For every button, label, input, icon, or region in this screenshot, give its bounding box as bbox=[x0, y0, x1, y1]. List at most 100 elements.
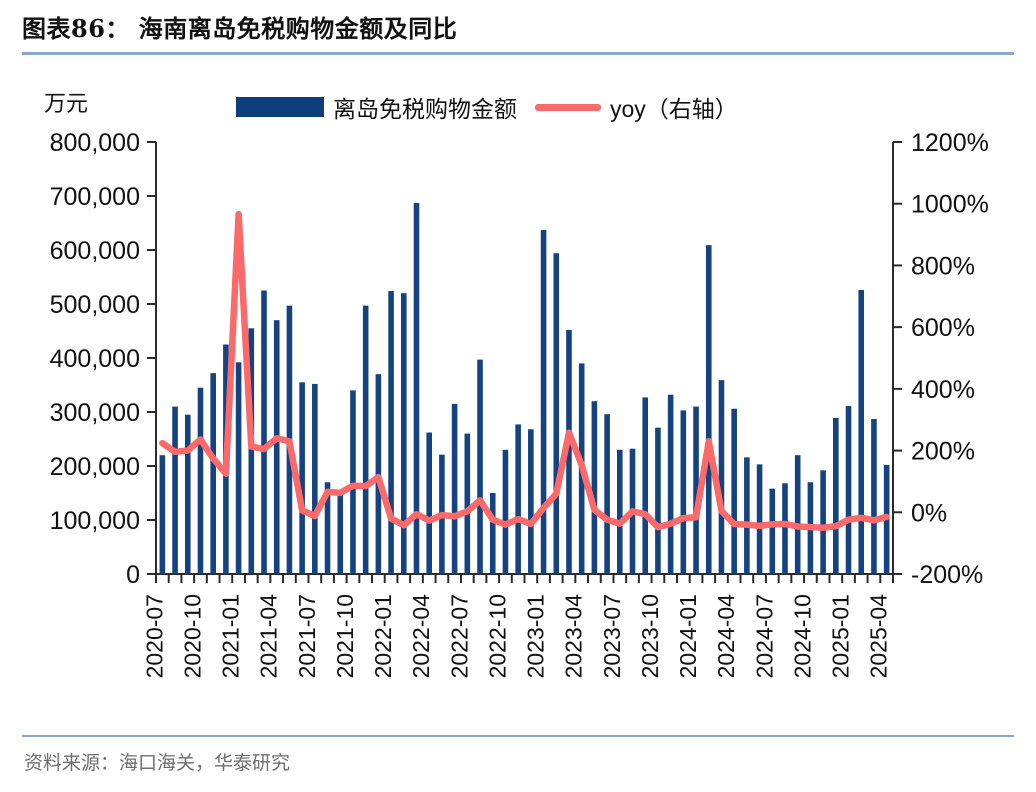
chart-svg: 0 100,000 200,000 300,000 400,000 500,000 600,… bbox=[50, 129, 989, 679]
bar-2022-07 bbox=[464, 433, 471, 574]
bar-2024-07 bbox=[769, 488, 776, 574]
x-axis-tick-label: 2023-01 bbox=[523, 594, 549, 678]
y-axis-left-tick-label: 300,000 bbox=[50, 399, 140, 427]
x-axis-tick-label: 2025-04 bbox=[866, 594, 892, 679]
x-axis-tick-label: 2025-01 bbox=[828, 594, 854, 678]
x-axis-tick-label: 2021-10 bbox=[332, 594, 358, 678]
footer-divider bbox=[22, 735, 1014, 737]
legend-item-bar[interactable]: 离岛免税购物金额 bbox=[236, 90, 517, 124]
bar-2022-10 bbox=[502, 449, 509, 574]
y-axis-right-tick-label: 400% bbox=[911, 376, 975, 404]
y-axis-unit-label: 万元 bbox=[44, 92, 89, 117]
x-axis-tick-label: 2022-04 bbox=[408, 594, 434, 679]
x-axis-tick-label: 2024-10 bbox=[789, 594, 815, 678]
bar-2021-06 bbox=[299, 382, 305, 574]
bar-2024-09 bbox=[794, 455, 801, 574]
bar-2021-11 bbox=[362, 305, 369, 574]
bar-2023-09 bbox=[642, 397, 649, 574]
bar-2022-12 bbox=[528, 429, 534, 574]
bar-2021-09 bbox=[337, 494, 344, 574]
bar-2023-10 bbox=[655, 427, 661, 574]
x-axis-tick-label: 2023-10 bbox=[637, 594, 663, 678]
bar-2024-03 bbox=[718, 380, 725, 574]
legend-label-bar: 离岛免税购物金额 bbox=[333, 97, 517, 123]
legend-bar-swatch-icon bbox=[236, 97, 324, 117]
bar-2021-04 bbox=[273, 320, 280, 574]
y-axis-right-tick-label: 800% bbox=[911, 252, 975, 280]
legend-item-line[interactable]: yoy（右轴） bbox=[535, 90, 738, 124]
bar-2022-08 bbox=[477, 359, 483, 574]
y-axis-left-tick-label: 200,000 bbox=[50, 453, 140, 481]
x-axis-tick-label: 2022-01 bbox=[370, 594, 396, 678]
legend-line-swatch-icon bbox=[535, 103, 601, 111]
bar-2024-06 bbox=[756, 464, 763, 574]
figure-header: 图表86： 海南离岛免税购物金额及同比 bbox=[22, 14, 1014, 44]
y-axis-right-tick-label: 1200% bbox=[911, 129, 989, 157]
bar-2020-10 bbox=[197, 387, 204, 574]
legend-label-line: yoy（右轴） bbox=[610, 96, 738, 122]
bar-2022-03 bbox=[413, 203, 420, 574]
bar-2025-03 bbox=[871, 419, 877, 574]
page-title: 图表86： 海南离岛免税购物金额及同比 bbox=[22, 14, 458, 43]
y-axis-left-tick-label: 400,000 bbox=[50, 345, 140, 373]
bar-2022-11 bbox=[515, 424, 521, 574]
bar-2021-02 bbox=[248, 328, 255, 574]
header-divider bbox=[22, 52, 1014, 55]
x-axis-tick-label: 2021-04 bbox=[256, 594, 282, 679]
bar-2023-02 bbox=[553, 253, 560, 575]
bar-2022-06 bbox=[451, 403, 458, 574]
bar-2021-08 bbox=[324, 482, 331, 574]
bar-2021-10 bbox=[350, 390, 356, 574]
bar-2022-09 bbox=[489, 493, 496, 574]
x-axis-tick-label: 2024-04 bbox=[713, 594, 739, 679]
bar-2021-07 bbox=[312, 383, 318, 574]
bar-2024-08 bbox=[782, 483, 788, 574]
bar-2020-11 bbox=[210, 373, 216, 574]
source-note: 资料来源：海口海关，华泰研究 bbox=[24, 752, 291, 774]
x-axis-tick-label: 2020-10 bbox=[179, 594, 205, 678]
bar-2024-05 bbox=[744, 457, 750, 574]
bar-2021-03 bbox=[261, 290, 267, 574]
y-axis-left-tick-label: 800,000 bbox=[50, 129, 140, 157]
x-axis-tick-label: 2022-10 bbox=[484, 594, 510, 678]
bar-2020-09 bbox=[184, 414, 191, 574]
y-axis-right-tick-label: -200% bbox=[911, 561, 983, 589]
bar-2025-01 bbox=[845, 406, 852, 574]
x-axis-tick-label: 2020-07 bbox=[141, 594, 167, 678]
bar-2022-01 bbox=[388, 291, 394, 574]
bar-2024-02 bbox=[705, 245, 712, 574]
bar-2024-04 bbox=[731, 408, 737, 574]
bar-2020-08 bbox=[172, 406, 178, 574]
bar-2022-02 bbox=[400, 293, 407, 574]
bar-2023-05 bbox=[591, 401, 598, 574]
bar-2024-01 bbox=[693, 406, 699, 574]
y-axis-left-tick-label: 600,000 bbox=[50, 237, 140, 265]
bar-2023-11 bbox=[667, 394, 674, 574]
y-axis-left-tick-label: 0 bbox=[126, 561, 140, 589]
y-axis-right-tick-label: 0% bbox=[911, 499, 947, 527]
bar-2025-02 bbox=[858, 289, 865, 574]
bar-2021-01 bbox=[235, 362, 242, 574]
y-axis-left-tick-label: 500,000 bbox=[50, 291, 140, 319]
x-axis-tick-label: 2021-01 bbox=[218, 594, 244, 678]
yoy-line bbox=[159, 210, 890, 531]
bar-2022-04 bbox=[426, 432, 432, 574]
y-axis-left-tick-label: 700,000 bbox=[50, 183, 140, 211]
x-axis-tick-label: 2022-07 bbox=[446, 594, 472, 678]
y-axis-left-tick-label: 100,000 bbox=[50, 507, 140, 535]
y-axis-right-tick-label: 200% bbox=[911, 438, 975, 466]
y-axis-right-tick-label: 1000% bbox=[911, 191, 989, 219]
chart-legend: 离岛免税购物金额 yoy（右轴） bbox=[236, 90, 738, 124]
x-axis-tick-label: 2024-07 bbox=[751, 594, 777, 678]
chart-plot-area: 0 100,000 200,000 300,000 400,000 500,000 600,… bbox=[50, 129, 989, 679]
bar-2023-07 bbox=[617, 449, 623, 574]
x-axis-tick-label: 2023-04 bbox=[561, 594, 587, 679]
bar-2023-03 bbox=[566, 329, 572, 574]
x-axis-tick-label: 2023-07 bbox=[599, 594, 625, 678]
bar-2023-12 bbox=[680, 410, 687, 574]
x-axis-tick-label: 2024-01 bbox=[675, 594, 701, 678]
x-axis-tick-label: 2021-07 bbox=[294, 594, 320, 678]
bar-2020-07 bbox=[159, 455, 166, 574]
bar-2024-11 bbox=[820, 470, 826, 574]
